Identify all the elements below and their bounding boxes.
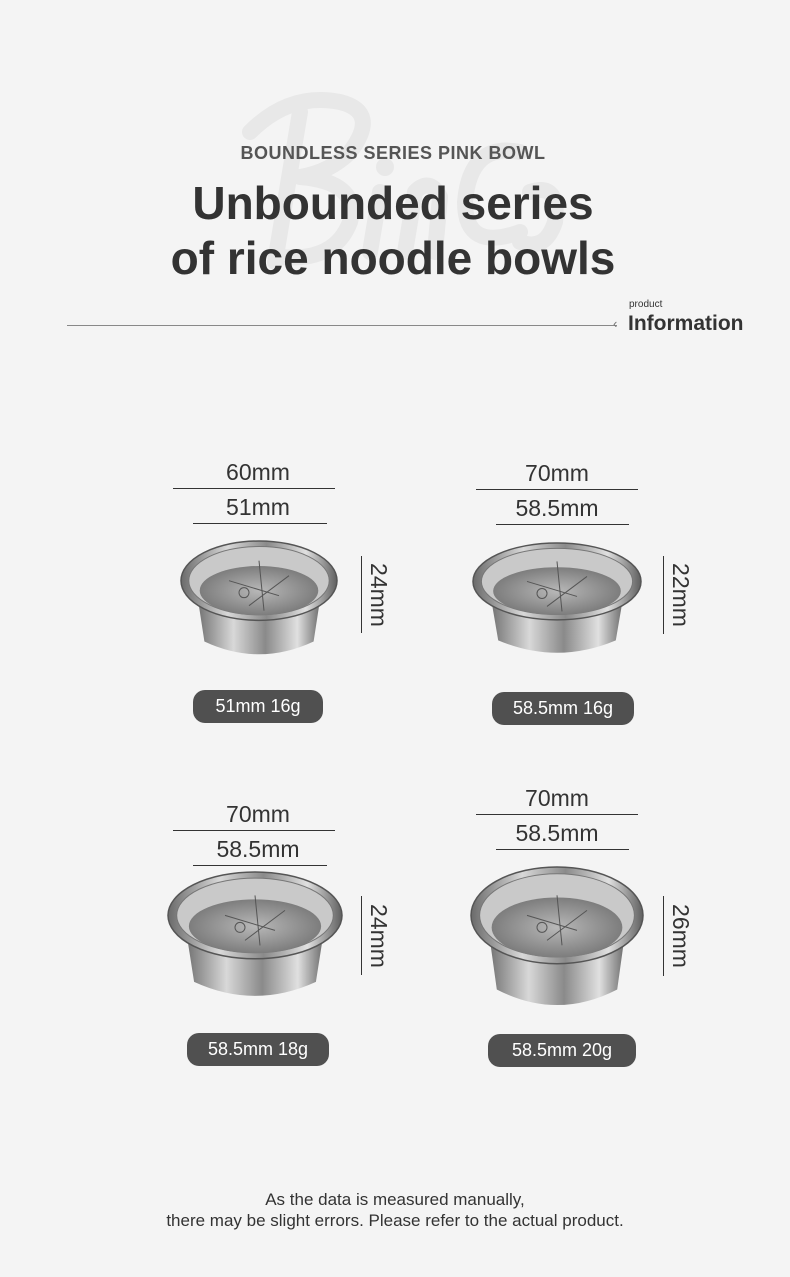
- disclaimer-line-2: there may be slight errors. Please refer…: [166, 1211, 624, 1230]
- inner-diameter-rule: [496, 524, 629, 525]
- height-label: 26mm: [668, 904, 694, 968]
- inner-diameter-rule: [193, 865, 327, 866]
- outer-diameter-label: 70mm: [525, 785, 589, 811]
- disclaimer-note: As the data is measured manually, there …: [0, 1189, 790, 1231]
- title-line-1: Unbounded series: [192, 177, 594, 229]
- outer-diameter-rule: [173, 488, 335, 489]
- outer-diameter-rule: [476, 814, 638, 815]
- inner-diameter-label: 58.5mm: [515, 820, 599, 846]
- series-subtitle: BOUNDLESS SERIES PINK BOWL: [240, 143, 546, 163]
- height-rule: [361, 556, 362, 633]
- outer-diameter-label: 60mm: [226, 459, 290, 485]
- size-weight-badge: 51mm 16g: [193, 690, 323, 723]
- inner-diameter-rule: [496, 849, 629, 850]
- inner-diameter-label: 51mm: [226, 494, 290, 520]
- height-rule: [663, 896, 664, 976]
- height-label: 24mm: [366, 562, 392, 627]
- outer-diameter-rule: [476, 489, 638, 490]
- title-line-2: of rice noodle bowls: [170, 232, 616, 284]
- height-label: 24mm: [366, 903, 392, 968]
- size-weight-badge: 58.5mm 18g: [187, 1033, 329, 1066]
- height-rule: [361, 896, 362, 975]
- section-label: Information: [628, 312, 744, 335]
- section-label-small: product: [629, 299, 663, 310]
- filter-basket-image: [180, 540, 338, 655]
- outer-diameter-rule: [173, 830, 335, 831]
- filter-basket-image: [472, 542, 642, 653]
- height-label: 22mm: [668, 563, 694, 627]
- brand-watermark-logo: [242, 92, 564, 270]
- inner-diameter-label: 58.5mm: [216, 836, 300, 862]
- chevron-left-icon: ‹: [613, 316, 618, 331]
- size-weight-badge: 58.5mm 20g: [488, 1034, 636, 1067]
- inner-diameter-label: 58.5mm: [515, 495, 599, 521]
- disclaimer-line-1: As the data is measured manually,: [265, 1190, 525, 1209]
- outer-diameter-label: 70mm: [525, 460, 589, 486]
- page-title: Unbounded series of rice noodle bowls: [0, 176, 786, 286]
- filter-basket-image: [470, 866, 644, 1006]
- size-weight-badge: 58.5mm 16g: [492, 692, 634, 725]
- outer-diameter-label: 70mm: [226, 801, 290, 827]
- height-rule: [663, 556, 664, 634]
- inner-diameter-rule: [193, 523, 327, 524]
- filter-basket-image: [167, 871, 343, 996]
- section-divider: [67, 325, 617, 326]
